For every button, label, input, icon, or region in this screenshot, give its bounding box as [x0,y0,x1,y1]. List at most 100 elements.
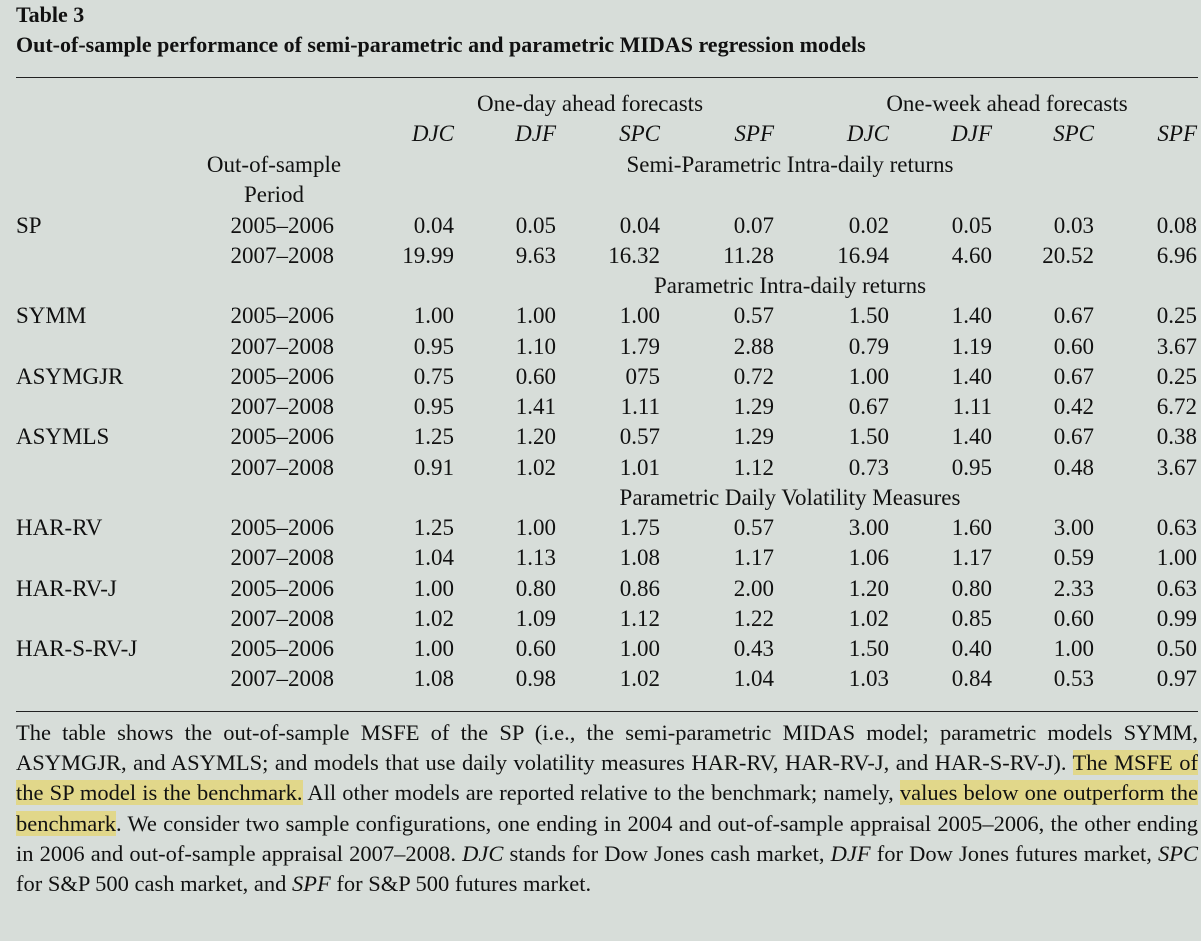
value-cell: 19.99 [402,242,454,268]
column-header-djf: DJF [515,121,556,146]
value-cell: 0.60 [515,363,556,389]
value-cell: 0.57 [619,424,660,450]
value-cell: 1.12 [733,454,774,480]
value-cell: 0.05 [951,212,992,238]
value-cell: 0.38 [1156,424,1197,450]
value-cell: 0.04 [413,212,454,238]
value-cell: 1.29 [733,394,774,419]
period-cell: 2005–2006 [230,303,335,329]
value-cell: 3.67 [1156,454,1197,480]
value-cell: 0.80 [951,575,992,601]
period-cell: 2005–2006 [230,575,335,601]
value-cell: 0.07 [733,212,774,238]
value-cell: 0.72 [733,363,774,389]
value-cell: 0.04 [619,212,660,238]
value-cell: 1.40 [951,424,992,450]
section-title: Semi-Parametric Intra-daily returns [626,152,954,177]
value-cell: 1.00 [619,303,660,329]
value-cell: 0.95 [413,394,454,419]
period-header-line2: Period [243,182,305,207]
top-rule [16,77,1198,78]
value-cell: 1.09 [515,605,556,631]
table-title: Out-of-sample performance of semi-parame… [16,32,866,57]
value-cell: 1.75 [619,515,660,540]
value-cell: 1.00 [1156,545,1197,571]
period-cell: 2007–2008 [230,333,335,359]
column-header-spf: SPF [734,121,774,146]
value-cell: 1.00 [619,636,660,661]
value-cell: 1.02 [619,666,660,692]
value-cell: 16.94 [837,242,889,268]
period-cell: 2007–2008 [230,545,335,571]
value-cell: 11.28 [723,242,774,268]
value-cell: 0.79 [848,333,889,359]
value-cell: 0.98 [515,666,556,692]
value-cell: 1.17 [733,545,774,571]
value-cell: 1.20 [515,424,556,450]
value-cell: 0.60 [515,636,556,661]
period-cell: 2007–2008 [230,605,335,631]
section-title: Parametric Intra-daily returns [653,273,927,298]
model-name: HAR-RV-J [16,575,117,601]
value-cell: 1.40 [951,363,992,389]
value-cell: 1.22 [733,605,774,631]
value-cell: 0.95 [413,333,454,359]
value-cell: 0.60 [1053,333,1094,359]
value-cell: 0.63 [1156,575,1197,601]
column-header-spc: SPC [1053,121,1094,146]
model-name: SP [16,212,42,238]
model-name: ASYMLS [16,424,110,450]
value-cell: 0.03 [1053,212,1094,238]
caption-text: for S&P 500 futures market. [330,871,592,897]
value-cell: 1.11 [952,394,992,419]
caption-text: for S&P 500 cash market, and [16,871,292,897]
caption-text: . We consider two sample configurations,… [16,810,1198,866]
value-cell: 0.80 [515,575,556,601]
period-cell: 2005–2006 [230,424,335,450]
caption-abbr-spc: SPC [1157,840,1198,866]
caption-text: The table shows the out-of-sample MSFE o… [16,720,1198,776]
value-cell: 1.25 [413,515,454,540]
period-header-line1: Out-of-sample [206,152,342,177]
value-cell: 0.48 [1053,454,1094,480]
value-cell: 1.11 [620,394,660,419]
column-header-spc: SPC [619,121,660,146]
value-cell: 0.85 [951,605,992,631]
period-cell: 2007–2008 [230,666,335,692]
value-cell: 1.41 [515,394,556,419]
value-cell: 3.00 [848,515,889,540]
model-name: ASYMGJR [16,363,124,389]
value-cell: 0.95 [951,454,992,480]
value-cell: 2.33 [1053,575,1094,601]
value-cell: 0.73 [848,454,889,480]
value-cell: 0.67 [1053,363,1094,389]
value-cell: 1.19 [951,333,992,359]
value-cell: 0.59 [1053,545,1094,571]
value-cell: 0.60 [1053,605,1094,631]
value-cell: 1.01 [619,454,660,480]
value-cell: 1.20 [848,575,889,601]
value-cell: 1.12 [619,605,660,631]
value-cell: 0.86 [619,575,660,601]
value-cell: 1.02 [413,605,454,631]
group-header-one-week: One-week ahead forecasts [886,91,1128,116]
value-cell: 1.02 [848,605,889,631]
value-cell: 3.67 [1156,333,1197,359]
period-cell: 2005–2006 [230,212,335,238]
value-cell: 1.06 [848,545,889,571]
value-cell: 0.84 [951,666,992,692]
table-label: Table 3 [16,2,85,27]
value-cell: 4.60 [951,242,992,268]
value-cell: 1.00 [515,515,556,540]
value-cell: 0.50 [1156,636,1197,661]
value-cell: 1.00 [413,575,454,601]
period-cell: 2007–2008 [230,454,335,480]
column-header-djc: DJC [846,121,889,146]
value-cell: 0.05 [515,212,556,238]
section-title: Parametric Daily Volatility Measures [619,484,961,510]
value-cell: 1.04 [733,666,774,692]
value-cell: 1.00 [515,303,556,329]
caption-abbr-djf: DJF [830,840,871,866]
value-cell: 1.00 [413,636,454,661]
